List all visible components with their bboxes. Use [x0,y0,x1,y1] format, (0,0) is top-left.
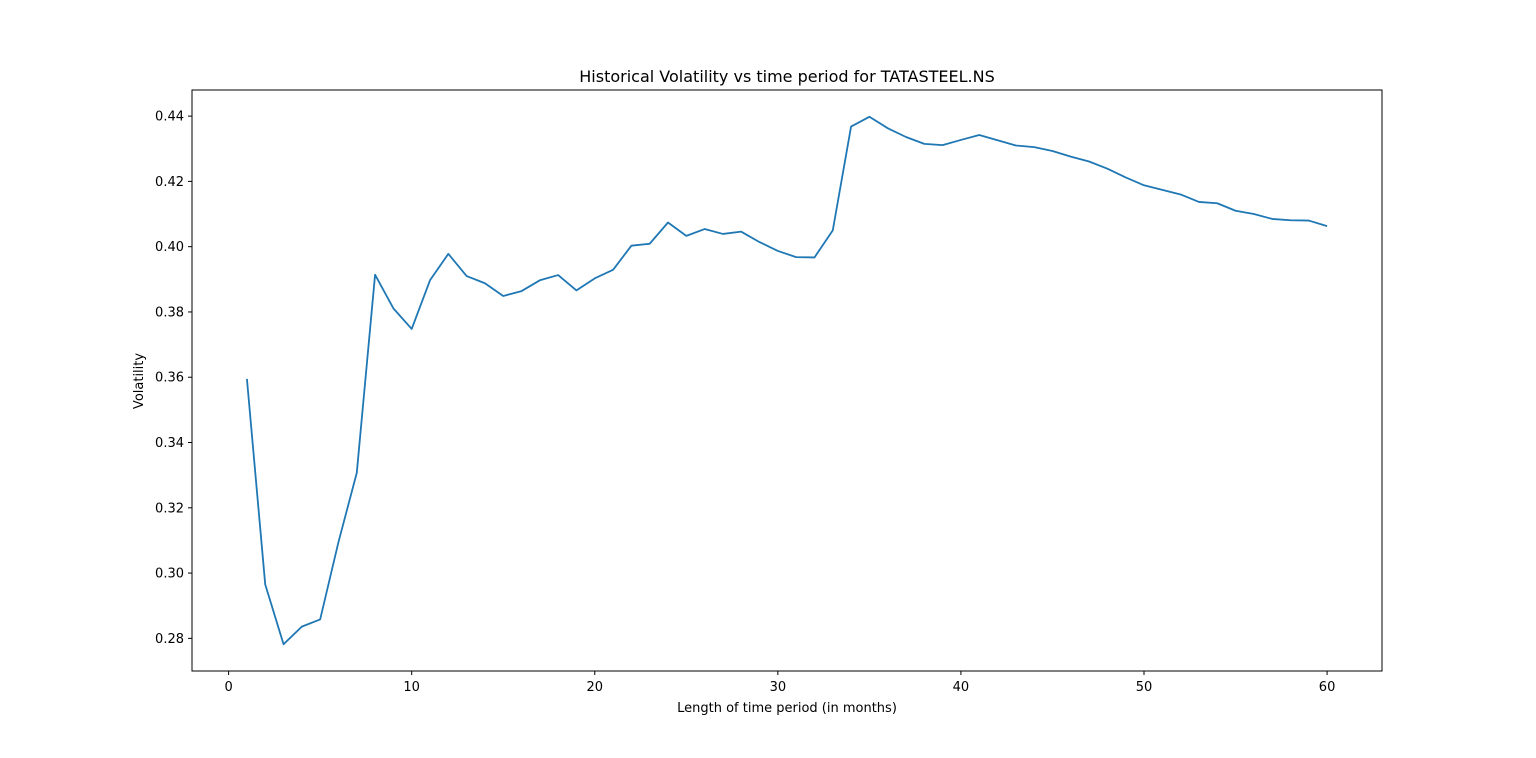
y-tick-label: 0.34 [155,436,184,451]
series-line [246,115,1328,646]
plot-area: 0 10 20 30 40 50 60 0.28 0.30 0.32 0.34 0.36 0.38 0.4… [155,89,1383,695]
y-tick-label: 0.40 [155,240,184,255]
x-tick-label: 0 [224,680,232,695]
y-tick-label: 0.28 [155,632,184,647]
x-axis-label: Length of time period (in months) [677,701,897,716]
y-tick-label: 0.32 [155,501,184,516]
y-tick-label: 0.42 [155,175,184,190]
y-tick-label: 0.38 [155,305,184,320]
x-tick-label: 60 [1319,680,1336,695]
y-axis-label: Volatility [132,353,147,409]
x-tick-label: 40 [953,680,970,695]
axes-frame [191,89,1383,672]
x-tick-label: 30 [770,680,787,695]
x-tick-label: 50 [1136,680,1153,695]
x-tick-label: 20 [586,680,603,695]
x-tick-label: 10 [403,680,420,695]
y-tick-label: 0.44 [155,110,184,125]
y-tick-label: 0.36 [155,371,184,386]
chart-title: Historical Volatility vs time period for… [579,67,994,86]
y-tick-label: 0.30 [155,567,184,582]
